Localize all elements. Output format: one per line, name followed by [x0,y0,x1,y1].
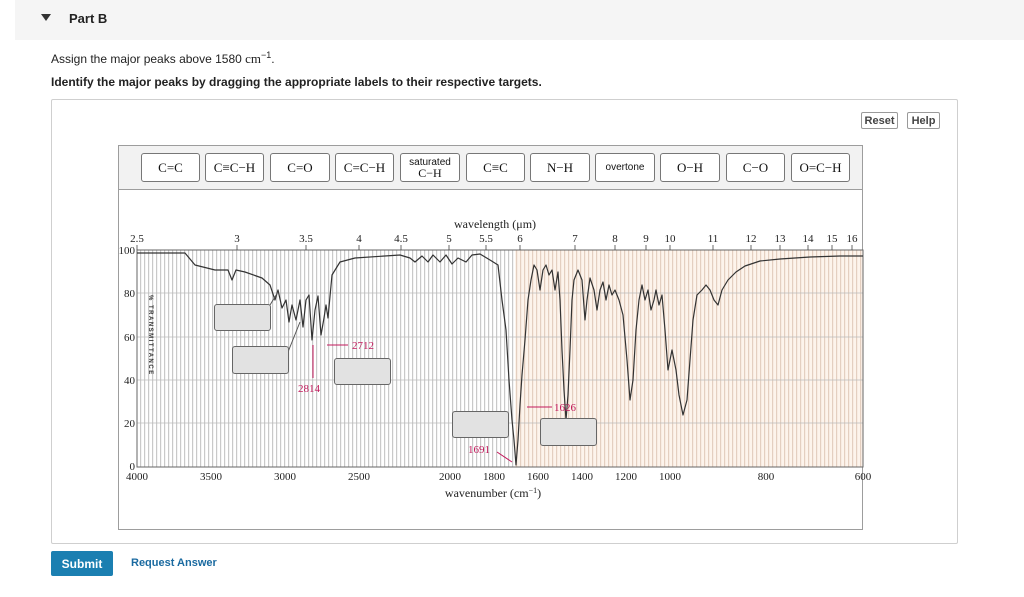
left-tick: 80 [124,288,136,300]
label-chip[interactable]: C≡C−H [205,153,264,182]
drop-target[interactable] [334,358,391,385]
left-tick: 60 [124,332,136,344]
bottom-tick: 2500 [348,471,371,483]
bottom-tick: 1000 [659,471,682,483]
top-tick: 13 [775,233,787,245]
part-header[interactable]: Part B [15,0,1024,40]
label-chip[interactable]: N−H [530,153,590,182]
spectrum-trace [137,252,863,466]
peak-label: 2814 [298,383,321,395]
peak-label: 1626 [554,402,577,414]
drop-target[interactable] [232,346,289,374]
label-chip[interactable]: C−O [726,153,785,182]
drop-target[interactable] [214,304,271,331]
top-tick: 15 [827,233,839,245]
top-tick: 6 [517,233,523,245]
bottom-tick: 3500 [200,471,223,483]
part-title: Part B [69,11,108,26]
top-tick: 5.5 [479,233,493,245]
bottom-tick: 1200 [615,471,638,483]
bottom-tick: 600 [855,471,872,483]
instruction-text: Identify the major peaks by dragging the… [51,75,542,89]
left-tick: 0 [130,461,136,473]
top-tick: 7 [572,233,578,245]
question-text: Assign the major peaks above 1580 cm−1. [51,50,275,66]
label-chip[interactable]: O−H [660,153,720,182]
drop-target[interactable] [452,411,509,438]
help-button[interactable]: Help [907,112,940,129]
submit-button[interactable]: Submit [51,551,113,576]
bottom-tick: 3000 [274,471,297,483]
label-chip[interactable]: C=C [141,153,200,182]
label-chip[interactable]: C=O [270,153,330,182]
bottom-tick: 1400 [571,471,594,483]
left-tick: 100 [119,245,136,257]
top-tick: 3 [234,233,240,245]
top-tick: 2.5 [130,233,144,245]
bottom-tick: 2000 [439,471,462,483]
peak-label: 1691 [468,444,490,456]
bottom-tick: 1600 [527,471,550,483]
label-chip[interactable]: O=C−H [791,153,850,182]
top-tick: 11 [708,233,719,245]
top-tick: 3.5 [299,233,313,245]
exercise-frame [51,99,958,544]
label-chip[interactable]: C=C−H [335,153,394,182]
top-tick: 16 [847,233,859,245]
bottom-axis-title: wavenumber (cm−1) [445,486,541,500]
drop-target[interactable] [540,418,597,446]
top-tick: 12 [746,233,757,245]
bottom-tick: 800 [758,471,775,483]
label-chip[interactable]: C≡C [466,153,525,182]
collapse-caret-icon[interactable] [41,14,51,21]
top-tick: 10 [665,233,677,245]
top-tick: 4 [356,233,362,245]
label-chip[interactable]: overtone [595,153,655,182]
bottom-tick: 1800 [483,471,506,483]
top-axis-title: wavelength (μm) [454,217,536,231]
top-tick: 9 [643,233,649,245]
left-tick: 20 [124,418,136,430]
left-axis-title: % TRANSMITTANCE [147,295,153,376]
request-answer-link[interactable]: Request Answer [131,557,217,569]
label-chip[interactable]: saturated C−H [400,153,460,182]
bottom-tick: 4000 [126,471,149,483]
peak-label: 2712 [352,340,374,352]
left-tick: 40 [124,375,136,387]
top-tick: 8 [612,233,618,245]
top-tick: 14 [803,233,815,245]
top-tick: 4.5 [394,233,408,245]
reset-button[interactable]: Reset [861,112,898,129]
top-tick: 5 [446,233,452,245]
